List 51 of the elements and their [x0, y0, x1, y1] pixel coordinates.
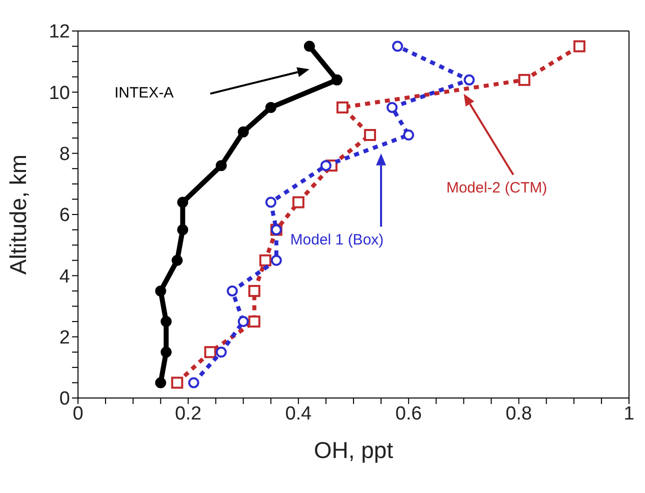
y-tick-label: 8 — [59, 144, 70, 166]
point — [172, 254, 183, 266]
point — [238, 126, 249, 138]
point — [292, 196, 304, 208]
point — [304, 40, 315, 52]
point — [336, 101, 348, 114]
point — [177, 196, 188, 208]
point — [171, 376, 184, 389]
point — [188, 377, 200, 388]
point — [573, 40, 586, 52]
point — [177, 224, 188, 236]
x-tick-label: 0.6 — [395, 403, 422, 424]
point — [155, 285, 166, 296]
point — [518, 74, 530, 86]
point — [364, 128, 376, 141]
point — [320, 160, 332, 172]
x-tick-label: 0.4 — [285, 403, 312, 424]
point — [216, 160, 227, 172]
y-tick-label: 4 — [59, 266, 70, 288]
point — [464, 74, 475, 86]
point — [265, 102, 276, 113]
point — [238, 316, 249, 328]
point — [259, 254, 272, 266]
text: Model-2 (CTM) — [446, 179, 548, 196]
point — [226, 285, 238, 296]
point — [331, 74, 342, 86]
y-tick-label: 12 — [48, 22, 70, 43]
point — [160, 346, 172, 358]
y-axis-title: Altitude, km — [5, 154, 32, 275]
point — [204, 346, 216, 358]
point — [265, 196, 276, 208]
x-tick-label: 0.2 — [174, 403, 202, 424]
x-axis-title: OH, ppt — [314, 437, 394, 463]
point — [386, 102, 398, 113]
point — [248, 316, 260, 328]
point — [155, 377, 166, 388]
y-tick-label: 0 — [59, 388, 70, 410]
series-label: Model 1 (Box) — [290, 231, 384, 248]
x-tick-label: 1 — [624, 403, 634, 424]
x-tick-label: 0 — [72, 403, 84, 424]
x-tick-label: 0.8 — [506, 403, 532, 424]
point — [160, 316, 172, 328]
point — [270, 254, 282, 266]
y-tick-label: 10 — [48, 82, 70, 104]
point — [403, 129, 414, 140]
point — [248, 284, 260, 297]
text: INTEX-A — [114, 84, 174, 102]
point — [392, 40, 404, 52]
y-tick-label: 6 — [59, 205, 70, 226]
point — [216, 346, 227, 358]
y-tick-label: 2 — [59, 328, 70, 349]
